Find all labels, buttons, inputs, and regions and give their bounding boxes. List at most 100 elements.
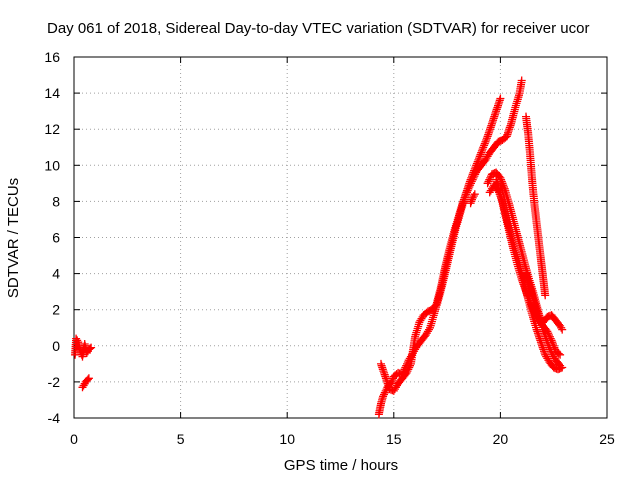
data-point: [523, 291, 532, 300]
y-tick-label: 10: [44, 157, 60, 173]
data-point: [405, 363, 414, 372]
data-point: [87, 343, 96, 352]
data-point: [546, 334, 555, 343]
data-point: [550, 343, 559, 352]
y-tick-label: 8: [52, 193, 60, 209]
data-point: [480, 139, 489, 148]
data-point: [512, 99, 521, 108]
y-tick-label: -2: [48, 374, 61, 390]
data-point: [402, 368, 411, 377]
data-point: [470, 166, 479, 175]
data-markers: [71, 76, 567, 419]
data-point: [481, 137, 490, 146]
data-point: [486, 173, 495, 182]
data-point: [541, 291, 550, 300]
x-tick-label: 25: [599, 431, 615, 447]
data-point: [545, 331, 553, 339]
data-point: [549, 340, 557, 348]
data-point: [406, 361, 414, 370]
data-point: [556, 350, 565, 359]
data-point: [539, 345, 548, 354]
data-point: [474, 155, 483, 164]
data-point: [412, 326, 421, 335]
data-point: [379, 367, 388, 376]
data-point: [476, 150, 485, 159]
data-point: [478, 145, 487, 154]
data-point: [496, 173, 505, 182]
x-tick-label: 0: [70, 431, 78, 447]
data-point: [468, 172, 476, 181]
data-point: [517, 76, 526, 85]
data-point: [472, 161, 481, 170]
grid-lines: [74, 57, 607, 418]
data-point: [467, 197, 476, 206]
data-point: [554, 349, 563, 358]
data-point: [500, 183, 508, 191]
data-point: [505, 123, 514, 132]
data-point: [84, 374, 93, 383]
data-point: [475, 152, 484, 161]
data-point: [477, 146, 486, 155]
data-point: [379, 392, 388, 401]
chart-title: Day 061 of 2018, Sidereal Day-to-day VTE…: [47, 20, 589, 37]
y-tick-label: 4: [52, 266, 60, 282]
data-point: [469, 168, 478, 177]
data-point: [557, 323, 566, 332]
data-point: [545, 332, 554, 341]
data-point: [468, 195, 476, 204]
data-point: [482, 136, 491, 144]
data-point: [403, 367, 412, 376]
data-point: [466, 175, 475, 184]
data-point: [549, 341, 558, 350]
data-point: [459, 197, 468, 206]
x-tick-label: 15: [386, 431, 402, 447]
y-tick-label: 6: [52, 230, 60, 246]
data-point: [470, 164, 479, 173]
data-point: [543, 327, 552, 336]
data-point: [485, 175, 494, 184]
data-point: [73, 336, 82, 345]
data-point: [558, 363, 567, 372]
y-tick-label: 14: [44, 85, 60, 101]
data-point: [483, 179, 492, 188]
data-point: [465, 177, 474, 186]
data-point: [547, 336, 556, 345]
x-tick-label: 5: [177, 431, 185, 447]
data-point: [479, 143, 488, 152]
x-axis-title: GPS time / hours: [284, 457, 398, 474]
data-point: [480, 141, 489, 150]
data-point: [467, 173, 476, 182]
y-tick-label: 12: [44, 121, 60, 137]
data-point: [404, 365, 413, 374]
data-point: [486, 125, 494, 134]
data-point: [477, 148, 486, 157]
data-point: [471, 163, 480, 172]
data-point: [492, 105, 501, 114]
data-point: [469, 192, 478, 200]
plot-frame: [73, 56, 608, 419]
data-point: [468, 193, 477, 202]
axis-ticks: 0 5 10 15 20 25 -4 -2 0 2 4 6 8 10 12 14 16: [44, 49, 615, 447]
data-point: [522, 289, 531, 298]
data-point: [484, 177, 493, 186]
y-tick-label: -4: [48, 410, 61, 426]
data-point: [86, 344, 94, 353]
y-tick-label: 16: [44, 49, 60, 65]
data-point: [83, 375, 92, 384]
data-point: [470, 190, 479, 199]
x-tick-label: 10: [279, 431, 295, 447]
data-point: [380, 390, 388, 399]
data-point: [544, 329, 553, 338]
data-point: [558, 325, 567, 334]
data-point: [466, 199, 475, 208]
data-point: [482, 134, 491, 143]
data-point: [425, 325, 433, 334]
y-tick-label: 0: [52, 338, 60, 354]
y-tick-label: 2: [52, 302, 60, 318]
data-point: [499, 181, 508, 190]
data-point: [473, 157, 482, 166]
y-axis-title: SDTVAR / TECUs: [5, 178, 22, 298]
x-tick-label: 20: [493, 431, 509, 447]
data-point: [380, 388, 389, 397]
data-point: [472, 159, 481, 168]
